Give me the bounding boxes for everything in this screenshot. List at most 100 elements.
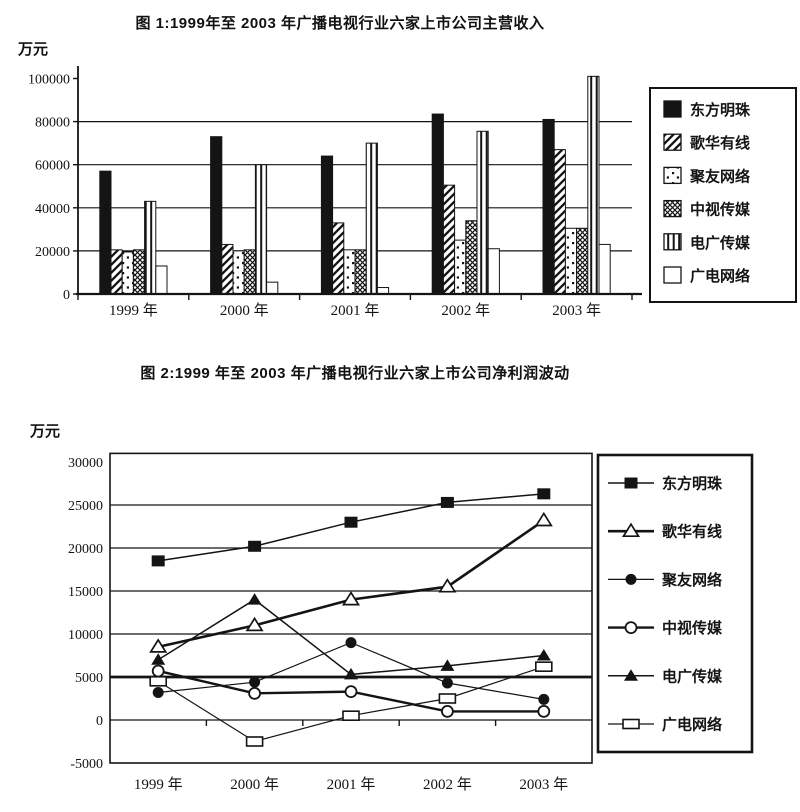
y-tick-label: 40000 bbox=[35, 202, 70, 217]
marker-series2-2000 bbox=[249, 676, 261, 688]
legend2-label-4: 电广传媒 bbox=[662, 667, 723, 685]
y-tick-label: 60000 bbox=[35, 159, 70, 174]
legend2-label-5: 广电网络 bbox=[662, 716, 722, 734]
legend1-label-3: 中视传媒 bbox=[690, 201, 751, 219]
marker-series3-2002 bbox=[440, 704, 454, 718]
legend1-swatch-dense-crosshatch bbox=[663, 199, 682, 218]
legend1-label-1: 歌华有线 bbox=[690, 134, 750, 152]
figure2-line-chart: -5000 0 5000 10000 15000 20000 25000 30000 1999 … bbox=[68, 452, 754, 793]
legend2-label-0: 东方明珠 bbox=[662, 475, 723, 493]
bar-series2-1999 bbox=[121, 251, 134, 295]
marker-series3-2000 bbox=[248, 686, 262, 700]
y-tick-label: 15000 bbox=[68, 585, 103, 600]
bar-series2-2003 bbox=[564, 227, 578, 295]
y-tick-label: 100000 bbox=[28, 73, 70, 88]
bar-series1-2002 bbox=[442, 184, 456, 295]
legend2-marker-filled-triangle bbox=[624, 669, 638, 681]
legend1-swatch-diagonal-hatch bbox=[663, 133, 682, 151]
bar-series5-1999 bbox=[155, 265, 168, 295]
x-tick-label: 1999 年 bbox=[109, 302, 158, 319]
x-tick-label: 2003 年 bbox=[552, 302, 601, 319]
legend1-label-2: 聚友网络 bbox=[689, 167, 750, 185]
figure2-legend-box bbox=[596, 453, 754, 754]
bar-series4-1999 bbox=[144, 200, 157, 295]
marker-series3-2001 bbox=[344, 685, 358, 699]
bar-series3-1999 bbox=[132, 249, 146, 295]
line-series4 bbox=[157, 598, 544, 676]
marker-series1-2001 bbox=[341, 590, 361, 606]
marker-series1-1999 bbox=[149, 638, 168, 653]
legend2-marker-filled-square bbox=[624, 477, 638, 489]
legend1-swatch-plain-white bbox=[663, 266, 682, 284]
y-tick-label: 30000 bbox=[68, 456, 103, 471]
bar-series3-2000 bbox=[243, 249, 256, 295]
x-tick-label: 2002 年 bbox=[441, 302, 490, 319]
bar-series1-2003 bbox=[553, 149, 566, 295]
figure1-title: 图 1:1999年至 2003 年广播电视行业六家上市公司主营收入 bbox=[135, 15, 545, 32]
marker-series3-1999 bbox=[151, 664, 165, 678]
legend2-marker-open-circle bbox=[624, 621, 638, 635]
bar-series1-1999 bbox=[110, 249, 123, 295]
figure1-legend-box bbox=[649, 87, 797, 303]
marker-series5-2000 bbox=[245, 736, 264, 747]
bar-series5-2003 bbox=[598, 243, 611, 295]
bar-series3-2001 bbox=[354, 249, 367, 295]
figure2-title: 图 2:1999 年至 2003 年广播电视行业六家上市公司净利润波动 bbox=[140, 365, 570, 382]
bar-series4-2002 bbox=[476, 130, 489, 295]
bar-series0-1999 bbox=[99, 170, 112, 295]
marker-series5-1999 bbox=[149, 675, 167, 687]
x-tick-label: 1999 年 bbox=[134, 776, 183, 793]
legend1-swatch-solid-black bbox=[663, 100, 682, 118]
bar-series3-2003 bbox=[576, 227, 589, 295]
y-tick-label: 80000 bbox=[35, 116, 70, 131]
y-tick-label: 20000 bbox=[35, 245, 70, 260]
legend1-label-5: 广电网络 bbox=[690, 267, 750, 285]
legend2-marker-filled-circle bbox=[625, 573, 637, 585]
bar-series2-2000 bbox=[232, 250, 245, 295]
marker-series4-2001 bbox=[344, 667, 358, 680]
legend1-swatch-vertical-stripes bbox=[663, 233, 682, 251]
marker-series2-1999 bbox=[152, 686, 164, 698]
bar-series2-2001 bbox=[343, 249, 356, 295]
bar-series2-2002 bbox=[454, 239, 467, 295]
x-tick-label: 2000 年 bbox=[230, 776, 279, 793]
marker-series1-2000 bbox=[245, 616, 264, 632]
bar-series0-2001 bbox=[320, 155, 334, 295]
legend1-label-0: 东方明珠 bbox=[690, 101, 751, 119]
marker-series1-2002 bbox=[438, 578, 457, 593]
marker-series4-2003 bbox=[536, 649, 551, 661]
bar-series0-2003 bbox=[542, 118, 555, 295]
marker-series5-2003 bbox=[534, 661, 553, 672]
legend1-swatch-sparse-dots bbox=[663, 166, 682, 185]
figure2-unit-label: 万元 bbox=[30, 423, 61, 440]
marker-series0-2002 bbox=[440, 496, 454, 508]
bar-series4-2001 bbox=[365, 142, 378, 295]
y-tick-label: 5000 bbox=[75, 671, 103, 686]
bar-series4-2003 bbox=[587, 75, 600, 295]
y-tick-label: 25000 bbox=[68, 499, 103, 514]
legend1-label-4: 电广传媒 bbox=[690, 234, 751, 252]
bar-series0-2002 bbox=[431, 113, 444, 295]
marker-series0-1999 bbox=[151, 555, 165, 567]
marker-series1-2003 bbox=[534, 511, 553, 527]
x-tick-label: 2001 年 bbox=[327, 776, 376, 793]
marker-series4-1999 bbox=[151, 653, 166, 665]
marker-series5-2002 bbox=[438, 693, 457, 704]
bar-series3-2002 bbox=[465, 220, 478, 295]
plot-frame bbox=[109, 452, 593, 764]
line-series1 bbox=[157, 519, 545, 649]
bar-series0-2000 bbox=[210, 136, 223, 295]
marker-series3-2003 bbox=[537, 704, 551, 718]
marker-series0-2000 bbox=[248, 540, 262, 552]
marker-series0-2001 bbox=[344, 516, 358, 528]
marker-series4-2002 bbox=[440, 659, 455, 671]
legend2-marker-open-triangle bbox=[621, 522, 641, 538]
legend2-label-3: 中视传媒 bbox=[662, 619, 723, 637]
legend2-marker-open-square bbox=[622, 718, 640, 730]
bar-series5-2000 bbox=[266, 281, 279, 295]
marker-series0-2003 bbox=[537, 488, 551, 500]
y-tick-label: 20000 bbox=[68, 542, 103, 557]
y-tick-label: 0 bbox=[96, 714, 103, 729]
x-tick-label: 2001 年 bbox=[331, 302, 380, 319]
